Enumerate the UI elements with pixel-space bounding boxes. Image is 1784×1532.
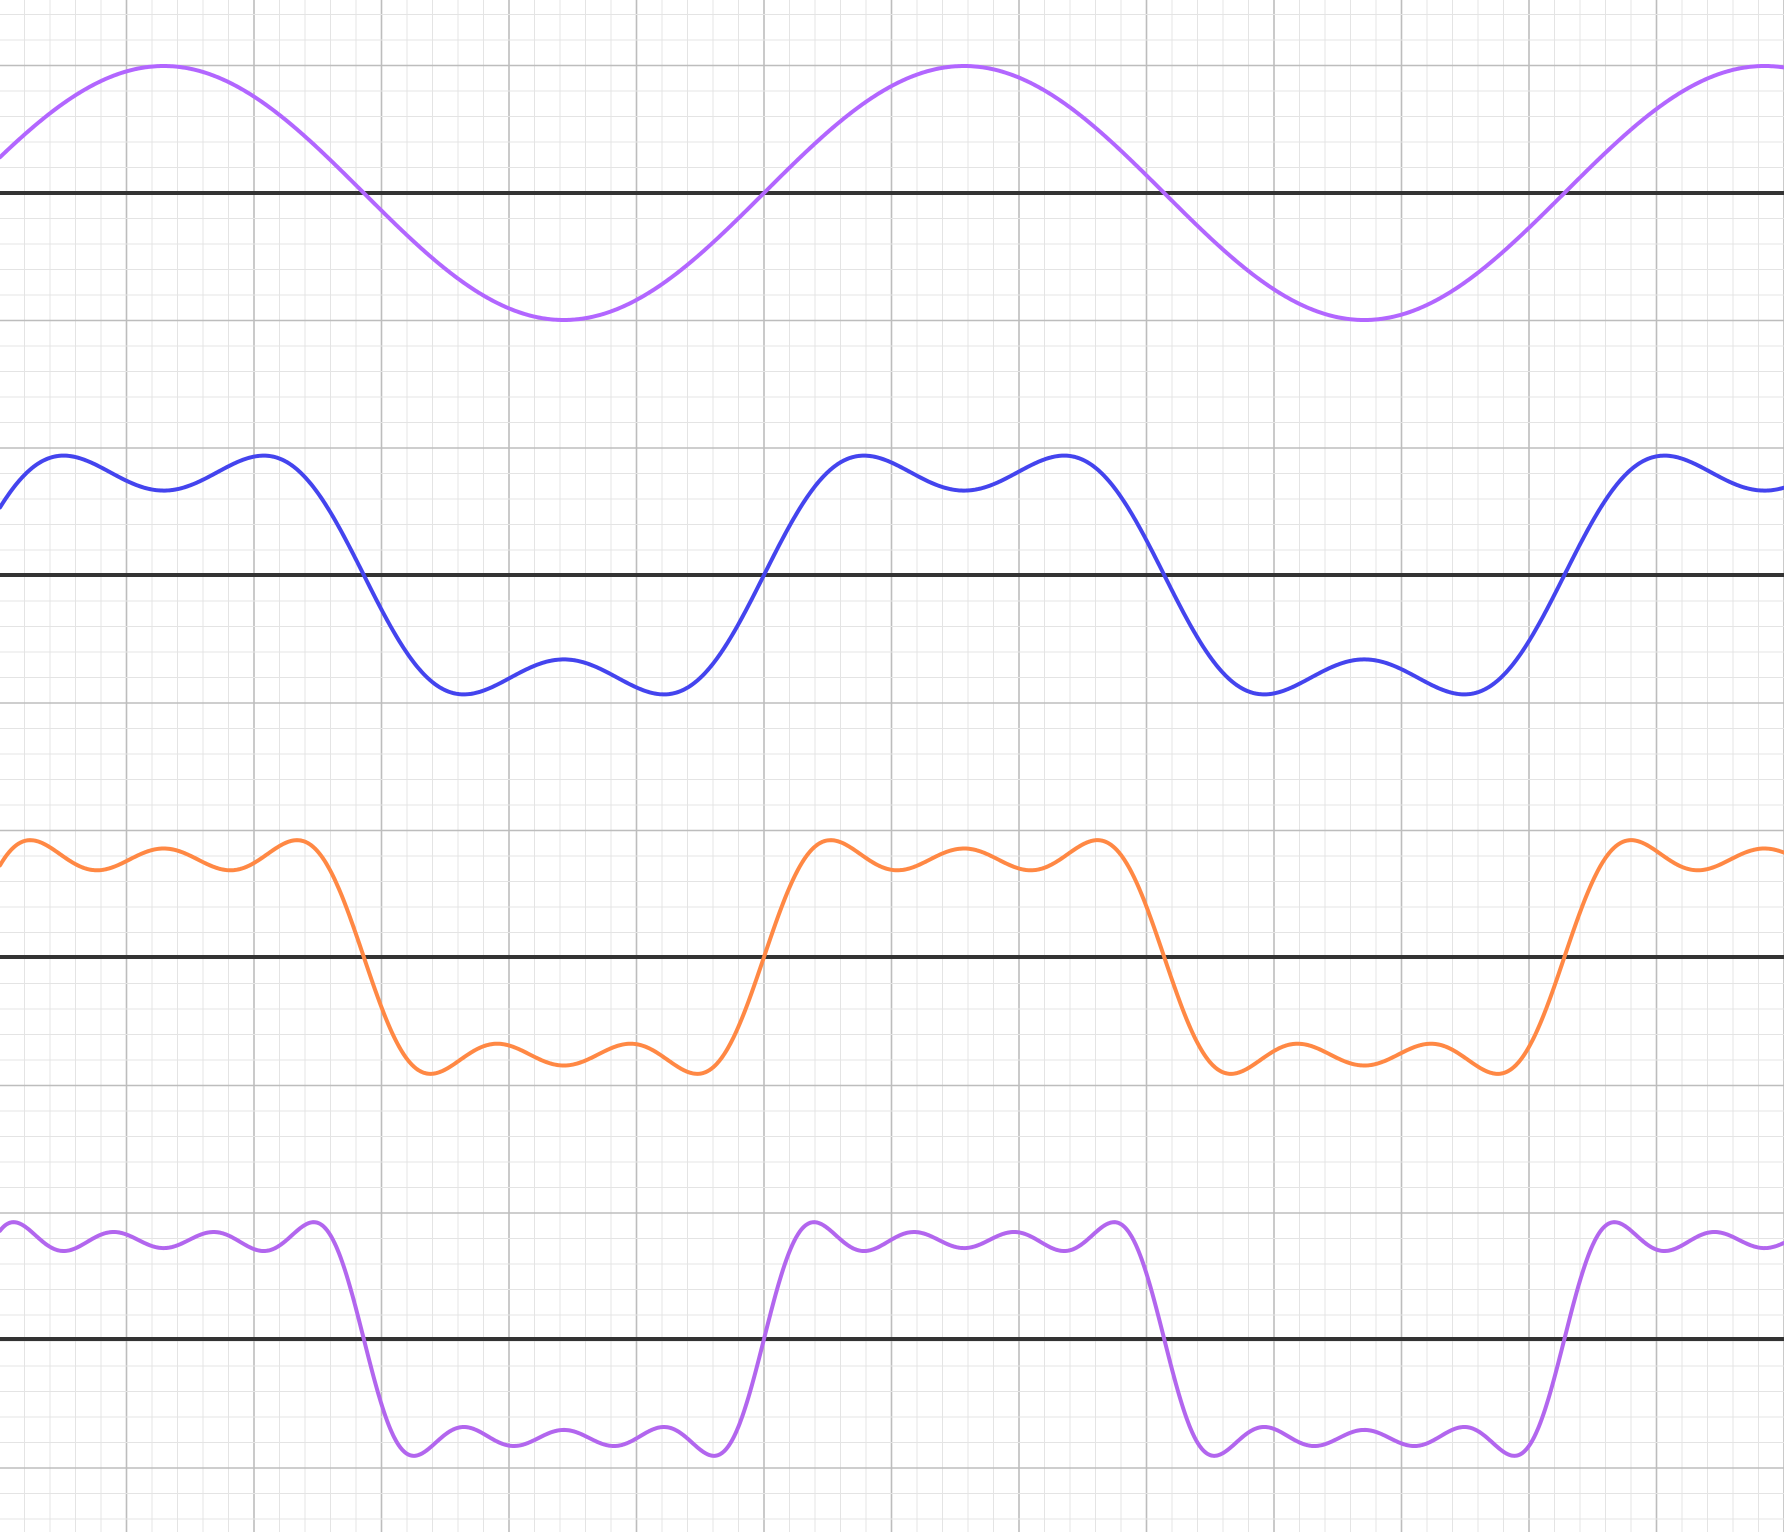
axes [0,191,1784,1341]
series-line-panel-4 [0,1220,1784,1458]
series-line-panel-2 [0,453,1784,697]
series-line-panel-3 [0,838,1784,1076]
curves [0,64,1784,1458]
series-line-panel-1 [0,64,1784,322]
